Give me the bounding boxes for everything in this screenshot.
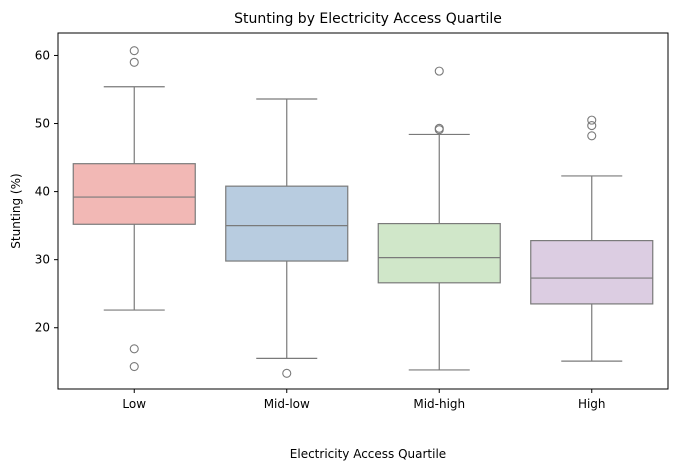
outlier-point — [587, 121, 597, 131]
box-group-low — [72, 46, 196, 372]
outlier-point — [434, 125, 444, 135]
x-tick-label: Mid-high — [413, 397, 465, 411]
x-tick-label: High — [578, 397, 606, 411]
outlier-point — [587, 115, 597, 125]
y-tick-label: 20 — [35, 321, 50, 335]
x-axis: Low Mid-low Mid-high High — [122, 389, 606, 411]
y-tick-label: 60 — [35, 48, 50, 62]
box-iqr — [225, 185, 349, 262]
outlier-point — [129, 46, 139, 56]
y-tick-label: 40 — [35, 185, 50, 199]
x-tick-label: Low — [122, 397, 146, 411]
chart-title: Stunting by Electricity Access Quartile — [234, 11, 502, 27]
y-tick-label: 30 — [35, 253, 50, 267]
outlier-point — [129, 344, 139, 354]
outlier-point — [587, 131, 597, 141]
outlier-point — [434, 66, 444, 76]
box-group-mid-high — [377, 66, 501, 371]
y-tick-label: 50 — [35, 117, 50, 131]
box-group-high — [530, 115, 654, 362]
chart-marks — [72, 46, 654, 378]
x-tick-label: Mid-low — [264, 397, 310, 411]
box-iqr — [530, 240, 654, 305]
outlier-point — [129, 57, 139, 67]
box-group-mid-low — [225, 98, 349, 378]
y-axis: 20 30 40 50 60 — [35, 48, 58, 335]
x-axis-label: Electricity Access Quartile — [290, 447, 446, 461]
box-iqr — [72, 163, 196, 225]
outlier-point — [282, 368, 292, 378]
box-iqr — [377, 222, 501, 284]
y-axis-label: Stunting (%) — [9, 173, 23, 248]
outlier-point — [129, 361, 139, 372]
